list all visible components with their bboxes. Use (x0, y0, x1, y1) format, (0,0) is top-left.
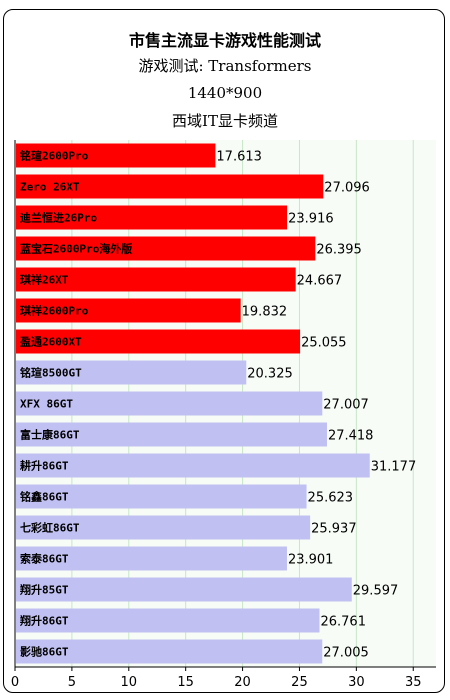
bar (16, 608, 320, 633)
bar-value-label: 27.005 (323, 646, 369, 661)
bar-category-label: 七彩虹86GT (20, 521, 80, 535)
bar (16, 360, 247, 385)
bar-category-label: 耕升86GT (20, 459, 69, 473)
bar (16, 205, 288, 230)
bar-category-label: 琪祥2600Pro (20, 304, 89, 318)
bar (16, 422, 327, 447)
bar-category-label: 翔升85GT (19, 583, 69, 597)
bar (16, 515, 311, 540)
x-tick-label: 30 (348, 675, 365, 690)
bar-value-label: 20.325 (247, 367, 293, 382)
bar-category-label: 琪祥26XT (20, 273, 69, 287)
x-tick-label: 35 (405, 675, 422, 690)
x-tick-label: 15 (177, 675, 194, 690)
bar-category-label: XFX 86GT (20, 398, 73, 411)
bar-value-label: 24.667 (297, 274, 343, 289)
bar (16, 453, 370, 478)
x-tick-label: 5 (68, 675, 76, 690)
bar-value-label: 27.007 (323, 398, 369, 413)
x-tick-label: 20 (234, 675, 251, 690)
chart-subtitle-game: 游戏测试: Transformers (138, 57, 312, 75)
chart-subtitle-resolution: 1440*900 (187, 84, 263, 102)
x-tick-label: 10 (121, 675, 138, 690)
bar-category-label: 铭鑫86GT (20, 490, 69, 504)
bar (16, 577, 352, 602)
bar-value-label: 27.418 (328, 429, 374, 444)
bar-category-label: 铭瑄8500GT (20, 366, 82, 380)
bar-category-label: 铭瑄2600Pro (20, 149, 89, 163)
bar-category-label: 索泰86GT (20, 552, 69, 566)
bar-value-label: 26.395 (316, 243, 362, 258)
bar-value-label: 19.832 (242, 305, 288, 320)
bar-category-label: 蓝宝石2600Pro海外版 (20, 242, 132, 256)
bar-value-label: 29.597 (353, 584, 399, 599)
bar-category-label: 翔升86GT (19, 614, 69, 628)
bar-category-label: 迪兰恒进26Pro (20, 211, 97, 225)
bar-category-label: 富士康86GT (20, 428, 80, 442)
bar-category-label: Zero 26XT (20, 181, 80, 194)
bar (16, 143, 216, 168)
x-tick-label: 0 (11, 675, 19, 690)
chart-title: 市售主流显卡游戏性能测试 (128, 31, 321, 50)
bar-value-label: 27.096 (324, 181, 370, 196)
bar (16, 546, 287, 571)
bar (16, 236, 316, 261)
bar (16, 329, 301, 354)
bar-value-label: 26.761 (320, 615, 366, 630)
bar (16, 484, 307, 509)
bar-value-label: 25.623 (308, 491, 354, 506)
chart-subtitle-source: 西域IT显卡频道 (172, 112, 278, 130)
bar-value-label: 31.177 (371, 460, 417, 475)
bar-value-label: 25.937 (311, 522, 357, 537)
bar-category-label: 影驰86GT (20, 645, 69, 659)
bar-value-label: 25.055 (301, 336, 347, 351)
bar (16, 391, 323, 416)
bar-value-label: 23.901 (288, 553, 334, 568)
bar-value-label: 17.613 (216, 150, 262, 165)
bar (16, 298, 241, 323)
bar (16, 267, 296, 292)
bar-category-label: 盈通2600XT (19, 336, 82, 349)
bar (16, 174, 324, 199)
bar-value-label: 23.916 (288, 212, 334, 227)
x-tick-label: 25 (291, 675, 308, 690)
bar (16, 639, 323, 664)
